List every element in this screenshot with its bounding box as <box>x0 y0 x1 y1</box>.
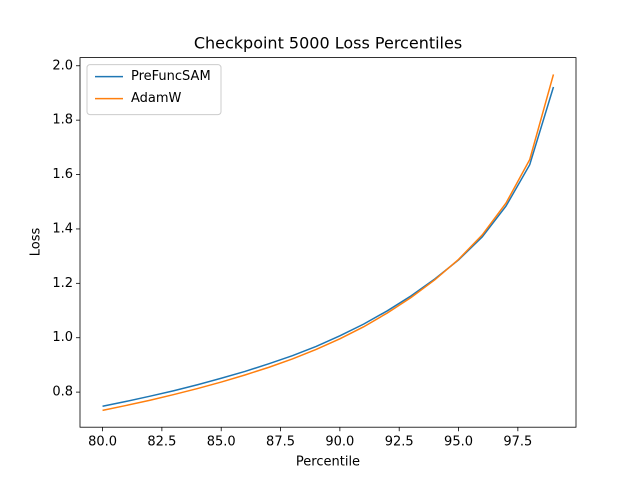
y-tick-label: 1.8 <box>52 113 73 128</box>
y-tick-label: 0.8 <box>52 385 73 400</box>
legend-label: PreFuncSAM <box>131 69 211 84</box>
line-series <box>102 86 555 407</box>
x-tick-label: 82.5 <box>147 435 176 450</box>
x-tick-label: 92.5 <box>385 435 414 450</box>
x-tick-label: 97.5 <box>503 435 532 450</box>
legend-label: AdamW <box>131 91 182 106</box>
x-axis-label: Percentile <box>296 455 360 470</box>
line-series <box>102 74 555 412</box>
chart-title: Checkpoint 5000 Loss Percentiles <box>194 34 462 53</box>
x-tick-label: 85.0 <box>207 435 236 450</box>
x-tick-label: 87.5 <box>266 435 295 450</box>
y-tick-label: 1.0 <box>52 330 73 345</box>
y-tick-label: 1.2 <box>52 276 73 291</box>
y-tick-label: 2.0 <box>52 58 73 73</box>
x-tick-label: 90.0 <box>325 435 354 450</box>
x-tick-label: 95.0 <box>444 435 473 450</box>
y-axis-label: Loss <box>29 228 44 257</box>
axes-frame <box>79 57 577 428</box>
y-tick-label: 1.4 <box>52 221 73 236</box>
y-tick-label: 1.6 <box>52 167 73 182</box>
x-tick-label: 80.0 <box>88 435 117 450</box>
